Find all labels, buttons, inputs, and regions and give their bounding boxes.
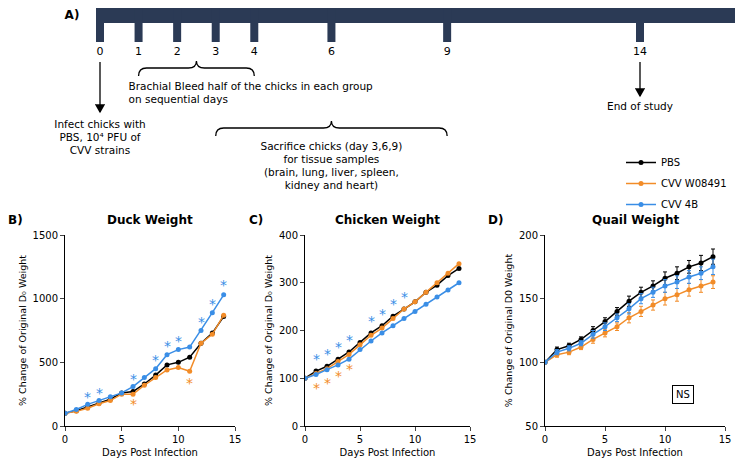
svg-text:100: 100 [279,373,298,384]
svg-text:*: * [368,313,375,329]
svg-text:*: * [335,339,342,355]
svg-text:10: 10 [659,434,672,445]
svg-text:5: 5 [357,434,363,445]
svg-text:*: * [401,289,408,305]
svg-text:0: 0 [97,45,104,58]
svg-text:Duck Weight: Duck Weight [107,213,193,227]
svg-text:*: * [209,296,216,312]
svg-text:*: * [335,368,342,384]
svg-text:CVV W08491: CVV W08491 [661,178,727,189]
svg-text:*: * [324,375,331,391]
svg-text:*: * [390,296,397,312]
svg-text:100: 100 [519,357,538,368]
svg-text:kidney and heart): kidney and heart) [285,179,379,191]
svg-text:*: * [175,333,182,349]
svg-text:15: 15 [229,434,242,445]
svg-text:C): C) [249,213,263,227]
svg-text:on sequential days: on sequential days [129,93,228,105]
svg-text:0: 0 [542,434,548,445]
svg-text:*: * [346,361,353,377]
svg-text:End of study: End of study [607,100,673,112]
svg-text:*: * [324,346,331,362]
svg-text:10: 10 [172,434,185,445]
svg-text:Sacrifice chicks (day 3,6,9): Sacrifice chicks (day 3,6,9) [260,140,402,152]
svg-text:(brain, lung, liver, spleen,: (brain, lung, liver, spleen, [264,166,399,178]
svg-text:9: 9 [444,45,451,58]
svg-text:*: * [346,332,353,348]
svg-text:14: 14 [633,45,647,58]
svg-text:A): A) [65,8,80,22]
svg-text:NS: NS [676,389,690,400]
svg-text:% Change of Original D0 Weight: % Change of Original D0 Weight [503,254,514,408]
svg-text:150: 150 [519,293,538,304]
svg-text:300: 300 [279,277,298,288]
svg-text:1500: 1500 [33,230,58,241]
svg-text:15: 15 [464,434,477,445]
svg-text:*: * [130,371,137,387]
svg-text:*: * [130,396,137,412]
svg-text:2: 2 [174,45,181,58]
svg-text:Infect chicks with: Infect chicks with [54,118,145,130]
svg-text:*: * [220,277,227,293]
svg-text:CVV strains: CVV strains [70,144,130,156]
svg-text:Days Post Infection: Days Post Infection [102,447,198,458]
svg-text:*: * [186,375,193,391]
svg-text:Days Post Infection: Days Post Infection [587,447,683,458]
svg-text:200: 200 [519,230,538,241]
svg-text:D): D) [488,213,503,227]
svg-text:Days Post Infection: Days Post Infection [340,447,436,458]
svg-text:15: 15 [719,434,732,445]
svg-text:% Change of Original D₀ Weight: % Change of Original D₀ Weight [17,255,28,406]
svg-text:4: 4 [251,45,258,58]
svg-text:*: * [379,306,386,322]
svg-text:*: * [313,380,320,396]
svg-text:*: * [164,338,171,354]
svg-text:0: 0 [302,434,308,445]
svg-text:Chicken Weight: Chicken Weight [335,213,440,227]
svg-text:*: * [96,385,103,401]
svg-text:5: 5 [602,434,608,445]
svg-text:0: 0 [292,421,298,432]
svg-text:% Change of Original D₀ Weight: % Change of Original D₀ Weight [263,255,274,406]
svg-text:500: 500 [39,357,58,368]
svg-text:0: 0 [52,421,58,432]
svg-text:400: 400 [279,230,298,241]
svg-text:5: 5 [118,434,124,445]
svg-text:PBS, 10⁴ PFU of: PBS, 10⁴ PFU of [59,131,140,143]
svg-text:1000: 1000 [33,293,58,304]
svg-text:50: 50 [525,421,538,432]
svg-text:Quail Weight: Quail Weight [592,213,679,227]
svg-text:*: * [152,352,159,368]
svg-text:0: 0 [62,434,68,445]
svg-text:1: 1 [135,45,142,58]
svg-text:*: * [198,314,205,330]
svg-text:6: 6 [328,45,335,58]
svg-text:PBS: PBS [661,157,680,168]
svg-text:CVV 4B: CVV 4B [661,199,698,210]
svg-text:*: * [313,351,320,367]
svg-text:10: 10 [409,434,422,445]
svg-text:Brachial Bleed half of the chi: Brachial Bleed half of the chicks in eac… [129,80,374,92]
svg-text:B): B) [8,213,23,227]
svg-text:3: 3 [212,45,219,58]
svg-text:*: * [84,389,91,405]
svg-text:for tissue samples: for tissue samples [283,153,379,165]
svg-text:200: 200 [279,325,298,336]
